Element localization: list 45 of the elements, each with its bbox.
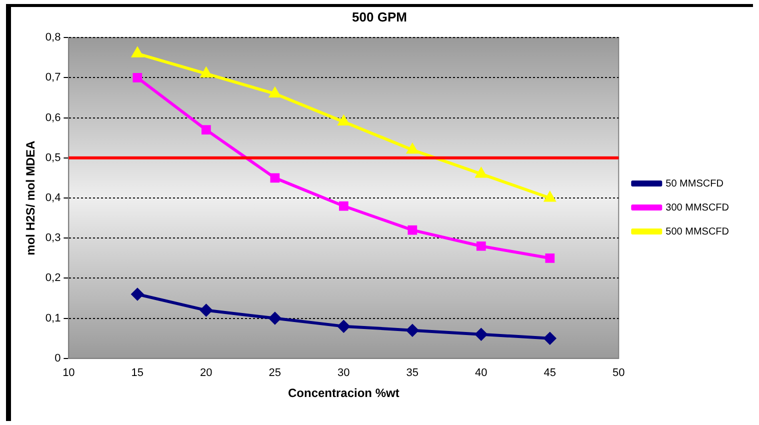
y-tick-label: 0: [54, 352, 61, 364]
x-tick-label: 15: [131, 367, 144, 380]
point: [545, 253, 555, 263]
x-axis-title: Concentracion %wt: [288, 386, 400, 400]
point: [406, 324, 418, 336]
point: [202, 125, 211, 135]
y-tick-label: 0,6: [45, 112, 61, 124]
chart-title: 500 GPM: [352, 9, 407, 24]
point: [270, 88, 280, 98]
x-tick-label: 45: [544, 367, 556, 380]
y-tick-label: 0,4: [45, 192, 61, 204]
x-tick-label: 25: [268, 367, 282, 380]
point: [476, 241, 486, 251]
point: [132, 73, 142, 82]
y-tick-label: 0,3: [45, 232, 61, 244]
y-tick-label: 0,8: [45, 32, 61, 44]
point: [131, 288, 144, 300]
point: [270, 173, 280, 183]
legend-label: 500 MMSCFD: [666, 226, 730, 238]
point: [544, 332, 556, 344]
y-tick-label: 0,2: [45, 272, 61, 284]
point: [200, 304, 212, 316]
x-tick-label: 35: [406, 367, 419, 380]
y-tick-label: 0,1: [45, 312, 61, 324]
point: [338, 320, 350, 332]
y-tick-label: 0,7: [45, 72, 61, 84]
point: [408, 225, 418, 235]
x-tick-label: 40: [475, 367, 488, 380]
x-tick-label: 20: [200, 367, 212, 380]
point: [132, 48, 143, 58]
point: [268, 312, 281, 324]
y-axis-title: mol H2S/ mol MDEA: [24, 140, 38, 256]
y-tick-label: 0,5: [45, 152, 61, 164]
point: [475, 328, 488, 340]
x-tick-label: 30: [338, 367, 350, 380]
legend-label: 50 MMSCFD: [666, 178, 724, 190]
point: [407, 144, 418, 154]
point: [338, 116, 350, 126]
legend-label: 300 MMSCFD: [666, 202, 730, 214]
point: [338, 201, 348, 211]
x-tick-label: 50: [612, 367, 625, 380]
x-tick-label: 10: [62, 367, 75, 380]
point: [476, 168, 487, 178]
point: [200, 68, 212, 78]
point: [544, 192, 556, 202]
